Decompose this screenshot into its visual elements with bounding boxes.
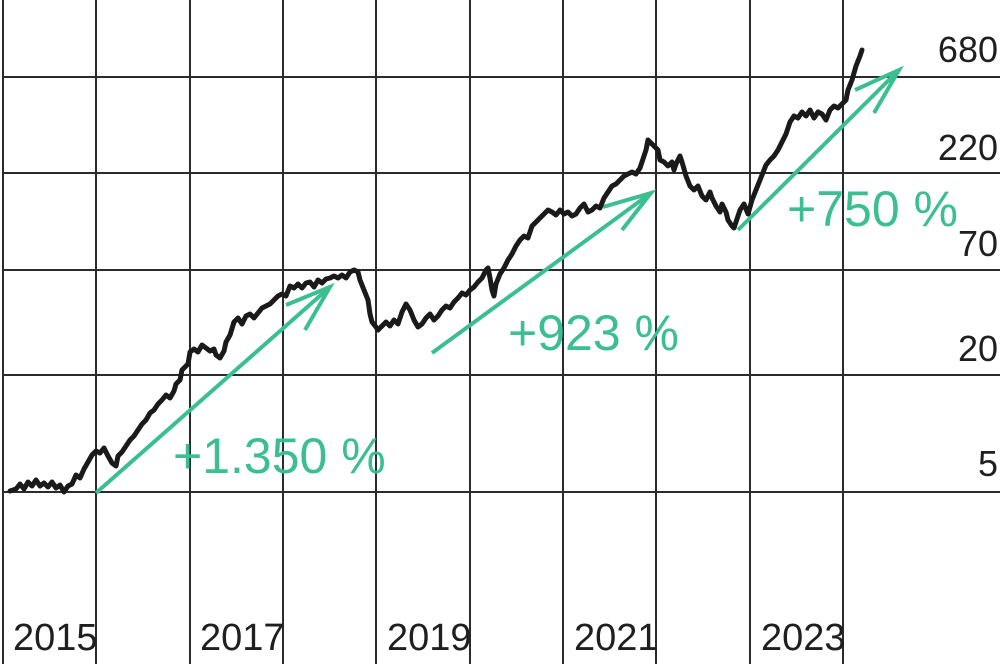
x-label-2021: 2021 xyxy=(574,617,659,659)
annotation-gain-2: +923 % xyxy=(508,305,679,361)
price-line xyxy=(7,47,865,495)
arrow-icon xyxy=(94,282,335,495)
trend-arrows xyxy=(94,65,904,495)
arrow-icon xyxy=(736,65,904,232)
x-label-2019: 2019 xyxy=(387,617,472,659)
y-label-70: 70 xyxy=(958,223,998,264)
y-label-20: 20 xyxy=(958,328,998,369)
y-label-680: 680 xyxy=(938,29,998,70)
x-axis-labels: 2015 2017 2019 2021 2023 xyxy=(13,617,846,659)
x-label-2023: 2023 xyxy=(761,617,846,659)
x-label-2017: 2017 xyxy=(200,617,285,659)
y-axis-labels: 680 220 70 20 5 xyxy=(938,29,998,484)
x-label-2015: 2015 xyxy=(13,617,98,659)
arrow-icon xyxy=(430,189,657,355)
annotation-gain-1: +1.350 % xyxy=(173,428,386,484)
y-label-5: 5 xyxy=(978,443,998,484)
y-label-220: 220 xyxy=(938,127,998,168)
annotation-gain-3: +750 % xyxy=(787,181,958,237)
annotations: +1.350 % +923 % +750 % xyxy=(173,181,958,484)
